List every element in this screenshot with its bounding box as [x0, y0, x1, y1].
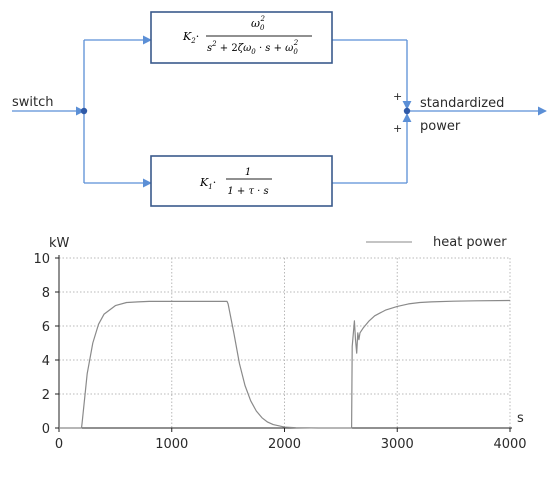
output-label-line2: power: [420, 119, 461, 134]
lower-block-frame: [150, 155, 333, 207]
upper-transfer-block: K2· ω02 s2 + 2ζω0 · s + ω02: [150, 11, 333, 64]
input-label: switch: [12, 95, 54, 110]
upper-block-gain: K2·: [182, 30, 199, 45]
summing-point-dot: [403, 107, 411, 115]
x-tick-label: 0: [55, 437, 63, 452]
heat-power-series-line: [59, 299, 511, 429]
grid-lines: [59, 257, 511, 428]
branch-point-dot: [80, 107, 88, 115]
sum-sign-top: +: [393, 90, 402, 103]
upper-block-frame: [150, 11, 333, 64]
block-diagram: switch standardized power + + K2· ω02 s2…: [12, 11, 547, 207]
heat-power-chart: 0 2 4 6 8 10 0 1000 2000 3000 4000 kW s heat power: [33, 235, 526, 452]
y-axis-label: kW: [49, 236, 70, 251]
series-layer: [59, 299, 511, 429]
lower-block-numerator: 1: [245, 167, 251, 178]
x-tick-label: 2000: [268, 437, 301, 452]
x-axis-label: s: [517, 411, 524, 426]
axis-ticks: 0 2 4 6 8 10 0 1000 2000 3000 4000: [33, 252, 526, 452]
lower-block-denominator: 1 + τ · s: [227, 186, 268, 197]
y-tick-label: 4: [42, 354, 50, 369]
upper-block-denominator: s2 + 2ζω0 · s + ω02: [207, 39, 299, 56]
y-tick-label: 0: [42, 422, 50, 437]
y-tick-label: 6: [42, 320, 50, 335]
sum-sign-bottom: +: [393, 122, 402, 135]
y-tick-label: 10: [33, 252, 50, 267]
x-tick-label: 4000: [493, 437, 526, 452]
legend-label: heat power: [433, 235, 507, 250]
upper-block-numerator: ω02: [251, 15, 265, 32]
legend: heat power: [366, 235, 507, 250]
lower-transfer-block: K1· 1 1 + τ · s: [150, 155, 333, 207]
y-tick-label: 8: [42, 286, 50, 301]
signal-lines: [12, 35, 547, 188]
x-tick-label: 1000: [155, 437, 188, 452]
output-label-line1: standardized: [420, 96, 504, 111]
lower-block-gain: K1·: [199, 176, 216, 191]
x-tick-label: 3000: [381, 437, 414, 452]
y-tick-label: 2: [42, 388, 50, 403]
